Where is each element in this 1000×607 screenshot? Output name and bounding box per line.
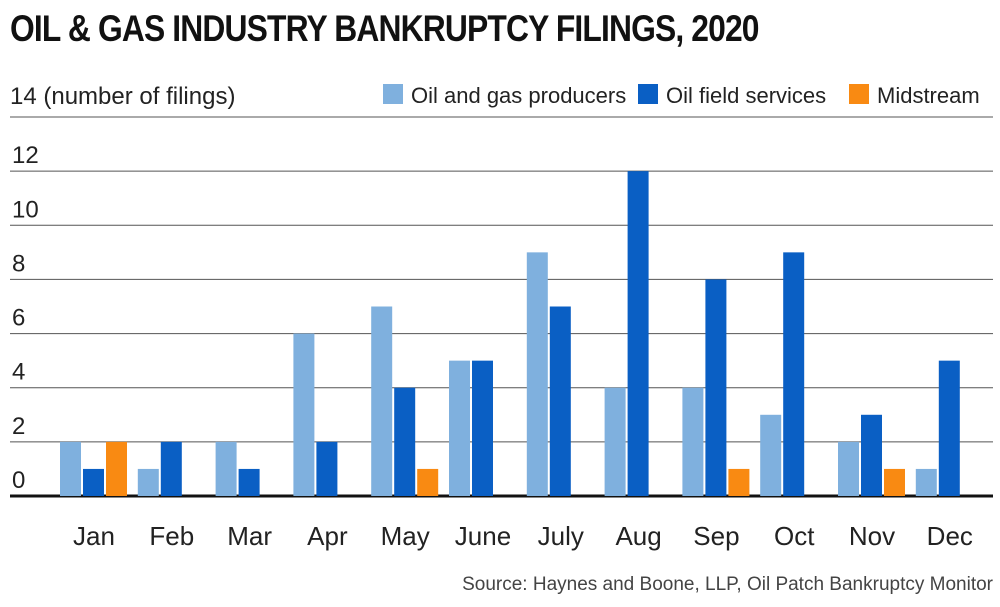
bar-services-jan — [83, 468, 104, 496]
bar-producers-oct — [760, 414, 782, 496]
x-axis-categories: Jan Feb Mar Apr May June July Aug Sep Oct Nov Dec — [73, 521, 973, 551]
x-category-label: Nov — [849, 521, 895, 551]
legend-swatch-midstream — [849, 84, 869, 104]
bar-services-june — [472, 360, 493, 496]
y-tick-label: 10 — [12, 196, 39, 223]
x-category-label: Apr — [307, 521, 348, 551]
bar-producers-aug — [604, 387, 626, 496]
bar-producers-jan — [60, 441, 81, 496]
bar-producers-sep — [682, 387, 704, 496]
chart-title: OIL & GAS INDUSTRY BANKRUPTCY FILINGS, 2… — [10, 8, 760, 49]
bar-midstream-nov — [884, 468, 905, 496]
x-category-label: Sep — [693, 521, 739, 551]
legend-label: Oil and gas producers — [411, 83, 626, 108]
bar-producers-dec — [915, 468, 937, 496]
y-axis-label: 14 (number of filings) — [10, 83, 235, 110]
legend: Oil and gas producers Oil field services M… — [383, 83, 980, 108]
legend-label: Midstream — [877, 83, 980, 108]
bar-producers-feb — [137, 468, 159, 496]
bar-services-aug — [627, 171, 649, 496]
x-category-label: Mar — [227, 521, 272, 551]
x-category-label: Oct — [774, 521, 815, 551]
y-tick-label: 8 — [12, 250, 25, 277]
y-axis-ticks: 0 2 4 6 8 10 12 — [12, 142, 39, 494]
bar-services-feb — [160, 441, 182, 496]
bar-producers-mar — [215, 441, 237, 496]
bar-midstream-jan — [106, 441, 127, 496]
bar-producers-nov — [838, 441, 859, 496]
y-tick-label: 4 — [12, 359, 25, 386]
x-category-label: Dec — [927, 521, 973, 551]
bar-services-sep — [705, 279, 727, 496]
x-category-label: May — [381, 521, 430, 551]
bar-midstream-sep — [728, 468, 750, 496]
source-note: Source: Haynes and Boone, LLP, Oil Patch… — [462, 574, 994, 595]
x-category-label: Jan — [73, 521, 115, 551]
bar-producers-june — [449, 360, 470, 496]
bar-services-mar — [238, 468, 260, 496]
bar-midstream-may — [417, 468, 439, 496]
y-tick-label: 2 — [12, 413, 25, 440]
x-category-label: June — [455, 521, 511, 551]
x-category-label: Aug — [615, 521, 661, 551]
legend-label: Oil field services — [666, 83, 826, 108]
x-category-label: July — [538, 521, 584, 551]
x-category-label: Feb — [149, 521, 194, 551]
gridlines — [10, 116, 993, 498]
bar-services-dec — [938, 360, 960, 496]
bars — [60, 171, 960, 496]
bar-services-oct — [783, 252, 805, 496]
legend-swatch-services — [638, 84, 658, 104]
bar-services-nov — [861, 414, 882, 496]
legend-swatch-producers — [383, 84, 403, 104]
bar-producers-may — [371, 306, 393, 496]
bar-producers-apr — [293, 333, 315, 496]
bar-services-apr — [316, 441, 338, 496]
bar-producers-july — [526, 252, 548, 496]
bar-services-july — [549, 306, 571, 496]
bar-services-may — [394, 387, 416, 496]
y-tick-label: 12 — [12, 142, 39, 169]
y-tick-label: 0 — [12, 467, 25, 494]
y-tick-label: 6 — [12, 305, 25, 332]
